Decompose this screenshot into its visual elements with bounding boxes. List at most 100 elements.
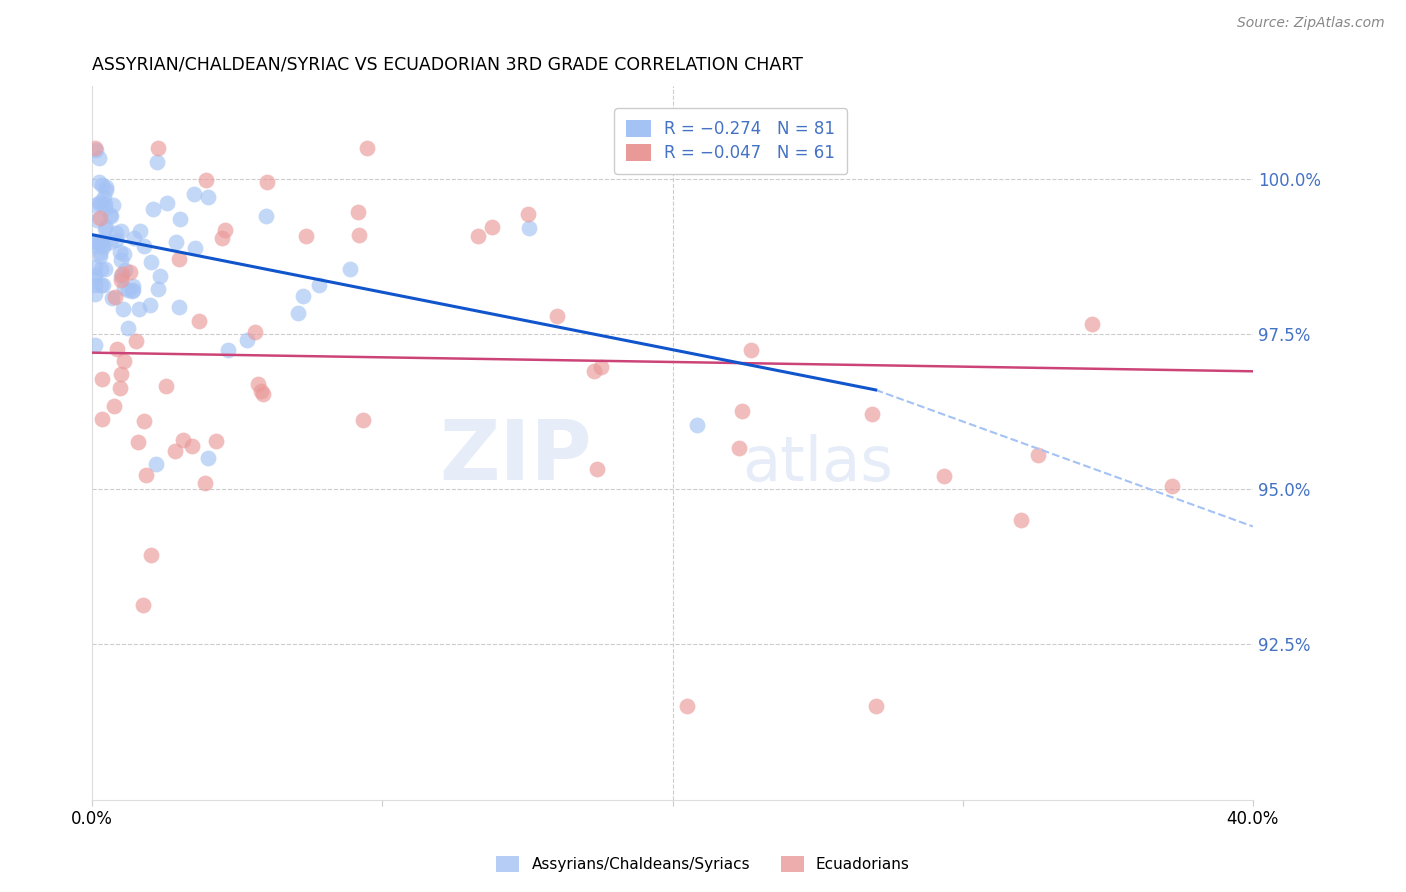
Point bbox=[94, 262, 117, 277]
Point bbox=[110, 244, 132, 259]
Point bbox=[84, 143, 107, 157]
Point bbox=[105, 343, 128, 357]
Point bbox=[84, 278, 107, 293]
Text: Source: ZipAtlas.com: Source: ZipAtlas.com bbox=[1237, 16, 1385, 30]
Point bbox=[347, 204, 370, 219]
Point bbox=[90, 262, 112, 277]
Point bbox=[163, 444, 186, 458]
Point bbox=[155, 379, 177, 393]
Point bbox=[865, 699, 887, 714]
Point bbox=[250, 384, 273, 399]
Point bbox=[188, 313, 211, 327]
Point bbox=[516, 207, 538, 221]
Point bbox=[84, 234, 107, 248]
Point bbox=[84, 337, 107, 351]
Point bbox=[167, 301, 190, 315]
Point bbox=[194, 475, 217, 490]
Point bbox=[121, 284, 143, 298]
Point bbox=[217, 343, 239, 357]
Point bbox=[125, 334, 148, 348]
Point bbox=[104, 290, 127, 304]
Point bbox=[291, 288, 314, 302]
Point bbox=[110, 252, 132, 267]
Point bbox=[84, 268, 107, 282]
Point bbox=[197, 189, 219, 203]
Point bbox=[295, 228, 318, 243]
Point bbox=[100, 291, 122, 305]
Point bbox=[730, 404, 752, 418]
Point bbox=[84, 286, 107, 301]
Point bbox=[112, 281, 135, 295]
Point bbox=[101, 197, 124, 211]
Point bbox=[89, 211, 111, 226]
Point bbox=[517, 220, 540, 235]
Point bbox=[110, 268, 132, 283]
Point bbox=[89, 196, 111, 211]
Point bbox=[86, 239, 108, 253]
Point bbox=[128, 301, 150, 316]
Point bbox=[110, 273, 132, 287]
Point bbox=[1081, 318, 1104, 332]
Point bbox=[87, 151, 110, 165]
Point bbox=[91, 178, 114, 192]
Point bbox=[86, 213, 108, 227]
Point bbox=[134, 238, 156, 252]
Point bbox=[114, 263, 136, 277]
Point bbox=[105, 227, 128, 241]
Point bbox=[84, 235, 107, 249]
Point bbox=[467, 229, 489, 244]
Point bbox=[94, 222, 117, 236]
Point bbox=[547, 309, 569, 323]
Point bbox=[100, 210, 122, 224]
Point bbox=[214, 223, 236, 237]
Point bbox=[146, 155, 169, 169]
Point bbox=[135, 467, 157, 482]
Point bbox=[308, 278, 330, 293]
Point bbox=[481, 219, 503, 234]
Point bbox=[96, 180, 118, 194]
Point bbox=[184, 241, 207, 255]
Point bbox=[94, 197, 117, 211]
Point bbox=[94, 183, 117, 197]
Point bbox=[132, 414, 155, 428]
Point bbox=[145, 458, 167, 472]
Point bbox=[934, 468, 956, 483]
Point bbox=[339, 261, 361, 276]
Point bbox=[142, 202, 165, 216]
Point bbox=[120, 265, 142, 279]
Point bbox=[180, 439, 202, 453]
Point bbox=[356, 141, 378, 155]
Point bbox=[165, 235, 187, 250]
Text: atlas: atlas bbox=[742, 434, 893, 494]
Point bbox=[146, 141, 169, 155]
Point bbox=[89, 175, 111, 189]
Point bbox=[90, 372, 112, 386]
Point bbox=[103, 399, 125, 413]
Point bbox=[197, 451, 219, 466]
Point bbox=[111, 268, 134, 282]
Point bbox=[98, 235, 121, 249]
Point bbox=[94, 220, 117, 235]
Point bbox=[247, 376, 270, 391]
Point bbox=[243, 325, 266, 339]
Point bbox=[90, 412, 112, 426]
Point bbox=[211, 231, 233, 245]
Legend: Assyrians/Chaldeans/Syriacs, Ecuadorians: Assyrians/Chaldeans/Syriacs, Ecuadorians bbox=[489, 848, 917, 880]
Point bbox=[146, 282, 169, 296]
Point bbox=[591, 360, 613, 375]
Point bbox=[139, 254, 162, 268]
Point bbox=[122, 231, 145, 245]
Point bbox=[139, 298, 162, 312]
Point bbox=[149, 268, 172, 283]
Point bbox=[121, 279, 143, 293]
Point bbox=[252, 386, 274, 401]
Point bbox=[93, 190, 115, 204]
Point bbox=[128, 224, 150, 238]
Point bbox=[90, 277, 112, 292]
Point bbox=[155, 195, 177, 210]
Point bbox=[114, 247, 136, 261]
Point bbox=[91, 240, 114, 254]
Point bbox=[117, 320, 139, 334]
Point bbox=[117, 283, 139, 297]
Point bbox=[349, 227, 371, 242]
